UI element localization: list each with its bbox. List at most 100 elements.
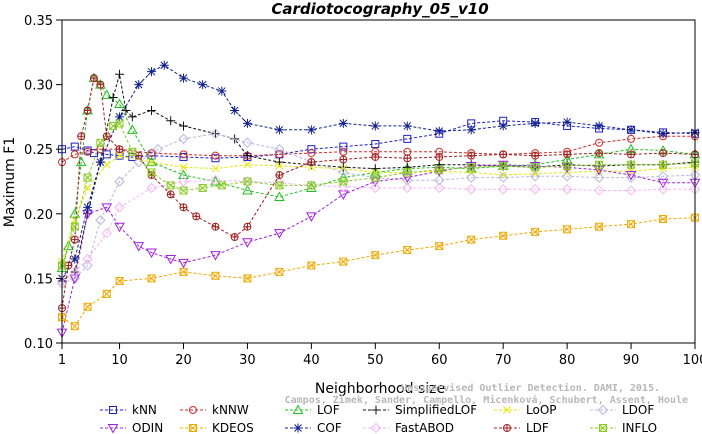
data-point bbox=[434, 182, 445, 194]
data-point bbox=[593, 148, 605, 159]
series-line-kdeos bbox=[61, 217, 696, 327]
data-point bbox=[102, 132, 111, 141]
data-point bbox=[595, 138, 604, 147]
data-point bbox=[498, 121, 508, 131]
legend-marker bbox=[107, 424, 119, 434]
data-point bbox=[121, 105, 131, 115]
data-point bbox=[529, 184, 541, 195]
data-point bbox=[467, 235, 476, 244]
data-point bbox=[114, 202, 125, 213]
data-point bbox=[114, 222, 125, 233]
data-point bbox=[242, 151, 252, 161]
data-point bbox=[306, 212, 317, 222]
legend-marker bbox=[189, 424, 197, 432]
legend-label: ODIN bbox=[132, 421, 163, 434]
data-point bbox=[562, 117, 572, 127]
data-point bbox=[497, 172, 509, 183]
legend-item-loop: LoOP bbox=[494, 403, 557, 417]
data-point bbox=[561, 171, 573, 182]
legend-label: LoOP bbox=[526, 403, 557, 417]
data-point bbox=[127, 112, 137, 122]
legend-item-inflo: INFLO bbox=[590, 421, 657, 434]
x-axis-label: Neighborhood size bbox=[315, 381, 445, 397]
data-point bbox=[95, 215, 106, 226]
data-point bbox=[339, 142, 348, 151]
data-point bbox=[274, 177, 285, 188]
data-point bbox=[593, 172, 605, 183]
legend-item-simplifiedlof: SimplifiedLOF bbox=[363, 403, 477, 417]
data-point bbox=[626, 125, 636, 135]
legend-item-odin: ODIN bbox=[100, 421, 163, 434]
y-tick-label: 0.20 bbox=[24, 208, 53, 223]
plot-frame bbox=[61, 19, 696, 344]
data-point bbox=[594, 121, 604, 131]
legend-label: COF bbox=[317, 421, 342, 434]
x-tick-label: 90 bbox=[623, 353, 640, 368]
data-point bbox=[211, 222, 220, 231]
data-point bbox=[402, 162, 412, 172]
x-tick-label: 80 bbox=[559, 353, 576, 368]
legend-item-lof: LOF bbox=[285, 403, 340, 417]
data-point bbox=[402, 121, 412, 131]
data-point bbox=[434, 175, 445, 186]
y-axis: 0.10 0.15 0.20 0.25 0.30 0.35 bbox=[24, 14, 62, 352]
data-point bbox=[403, 154, 412, 163]
data-point bbox=[403, 134, 412, 143]
data-point bbox=[274, 191, 285, 202]
series-inflo bbox=[58, 119, 699, 270]
data-point bbox=[657, 184, 669, 195]
legend-item-fastabod: FastABOD bbox=[363, 421, 454, 434]
data-point bbox=[89, 74, 98, 83]
data-point bbox=[83, 106, 92, 115]
data-point bbox=[198, 80, 208, 90]
legend-label: SimplifiedLOF bbox=[395, 403, 477, 417]
legend-marker bbox=[109, 406, 117, 414]
data-point bbox=[659, 214, 668, 223]
data-point bbox=[274, 157, 284, 167]
x-tick-label: 20 bbox=[175, 353, 192, 368]
data-point bbox=[69, 274, 81, 284]
legend-label: LOF bbox=[317, 403, 340, 417]
data-point bbox=[217, 181, 226, 190]
data-point bbox=[529, 171, 541, 182]
legend-label: FastABOD bbox=[395, 421, 454, 434]
data-point bbox=[70, 235, 79, 244]
legend-marker bbox=[599, 424, 607, 432]
series-knnw bbox=[58, 132, 699, 167]
data-point bbox=[114, 176, 125, 187]
data-point bbox=[627, 160, 636, 169]
watermark: Unsupervised Outlier Detection. DAMI, 20… bbox=[285, 382, 688, 406]
data-point bbox=[83, 184, 92, 192]
data-point bbox=[147, 105, 157, 115]
legend-item-kdeos: KDEOS bbox=[180, 421, 254, 434]
data-point bbox=[530, 118, 540, 128]
x-axis: 1 10 20 30 40 50 60 70 80 90 100 bbox=[58, 343, 702, 368]
data-point bbox=[339, 177, 348, 186]
data-point bbox=[306, 125, 316, 135]
data-point bbox=[371, 152, 380, 161]
data-point bbox=[242, 118, 252, 128]
data-point bbox=[159, 60, 169, 70]
data-point bbox=[531, 227, 540, 236]
data-point bbox=[179, 152, 188, 161]
data-point bbox=[115, 69, 125, 79]
data-point bbox=[230, 105, 240, 115]
data-point bbox=[339, 155, 348, 164]
legend-marker bbox=[503, 406, 511, 414]
data-point bbox=[114, 98, 125, 108]
legend-item-cof: COF bbox=[285, 421, 342, 434]
data-point bbox=[274, 125, 284, 135]
x-tick-label: 60 bbox=[431, 353, 448, 368]
data-point bbox=[659, 160, 668, 169]
data-point bbox=[126, 124, 138, 134]
data-point bbox=[115, 145, 124, 154]
data-point bbox=[402, 175, 413, 186]
watermark-line-2: Campos, Zimek, Sander, Campello, Micenko… bbox=[285, 394, 688, 406]
data-point bbox=[101, 203, 113, 213]
data-point bbox=[499, 171, 508, 179]
watermark-line-1: Unsupervised Outlier Detection. DAMI, 20… bbox=[401, 382, 660, 394]
series-kdeos bbox=[58, 213, 699, 331]
data-point bbox=[497, 184, 509, 195]
data-point bbox=[435, 165, 444, 174]
